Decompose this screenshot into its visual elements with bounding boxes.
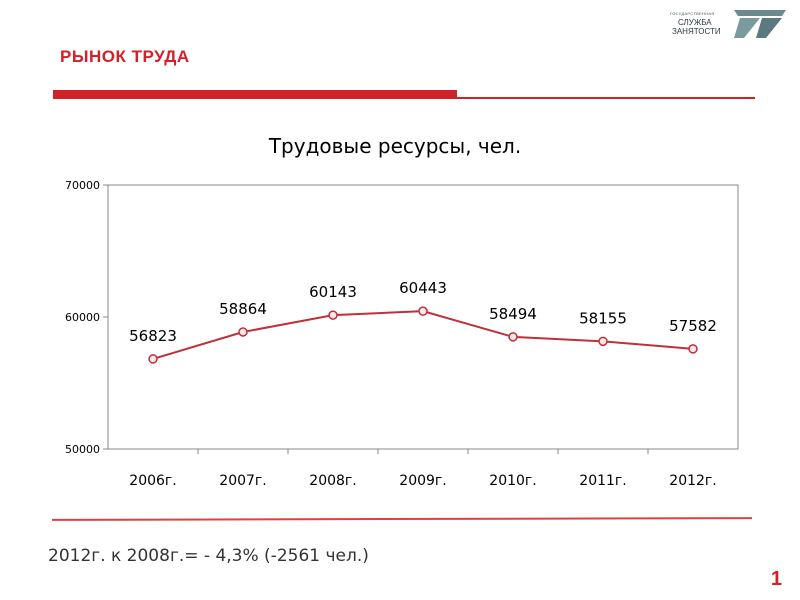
y-tick-label: 60000 (65, 311, 100, 324)
data-point (508, 332, 518, 342)
x-tick-label: 2006г. (129, 473, 176, 489)
page-title: РЫНОК ТРУДА (60, 47, 190, 66)
logo-text-line3: ЗАНЯТОСТИ (672, 27, 721, 36)
data-point (598, 336, 608, 347)
data-label: 56823 (129, 327, 177, 345)
data-label: 60443 (399, 279, 447, 297)
data-point (328, 310, 338, 320)
summary-text: 2012г. к 2008г.= - 4,3% (-2561 чел.) (48, 546, 369, 566)
plot-area (107, 184, 739, 450)
logo-emblem-icon (734, 10, 786, 38)
employment-service-logo: ГОСУДАРСТВЕННАЯ СЛУЖБА ЗАНЯТОСТИ (670, 8, 790, 40)
data-point (418, 306, 428, 316)
logo-text-line1: ГОСУДАРСТВЕННАЯ (670, 11, 715, 16)
x-tick-label: 2007г. (219, 473, 266, 489)
x-tick-label: 2008г. (309, 473, 356, 489)
data-label: 58155 (579, 309, 627, 327)
data-label: 60143 (309, 283, 357, 301)
page-number: 1 (770, 568, 782, 590)
x-tick-label: 2011г. (579, 473, 626, 489)
y-tick-label: 70000 (65, 179, 100, 192)
data-point (238, 327, 248, 337)
chart-title: Трудовые ресурсы, чел. (268, 134, 521, 158)
logo-text-line2: СЛУЖБА (678, 18, 712, 27)
header-divider-thick (53, 90, 457, 99)
data-point (148, 354, 158, 364)
x-tick-label: 2012г. (669, 473, 716, 489)
data-label: 58864 (219, 300, 267, 318)
data-label: 58494 (489, 305, 537, 323)
header-divider-thin (457, 97, 755, 99)
x-tick-label: 2010г. (489, 473, 536, 489)
x-tick-label: 2009г. (399, 473, 446, 489)
data-label: 57582 (669, 317, 717, 335)
y-tick-label: 50000 (65, 443, 100, 456)
data-point (688, 344, 698, 354)
